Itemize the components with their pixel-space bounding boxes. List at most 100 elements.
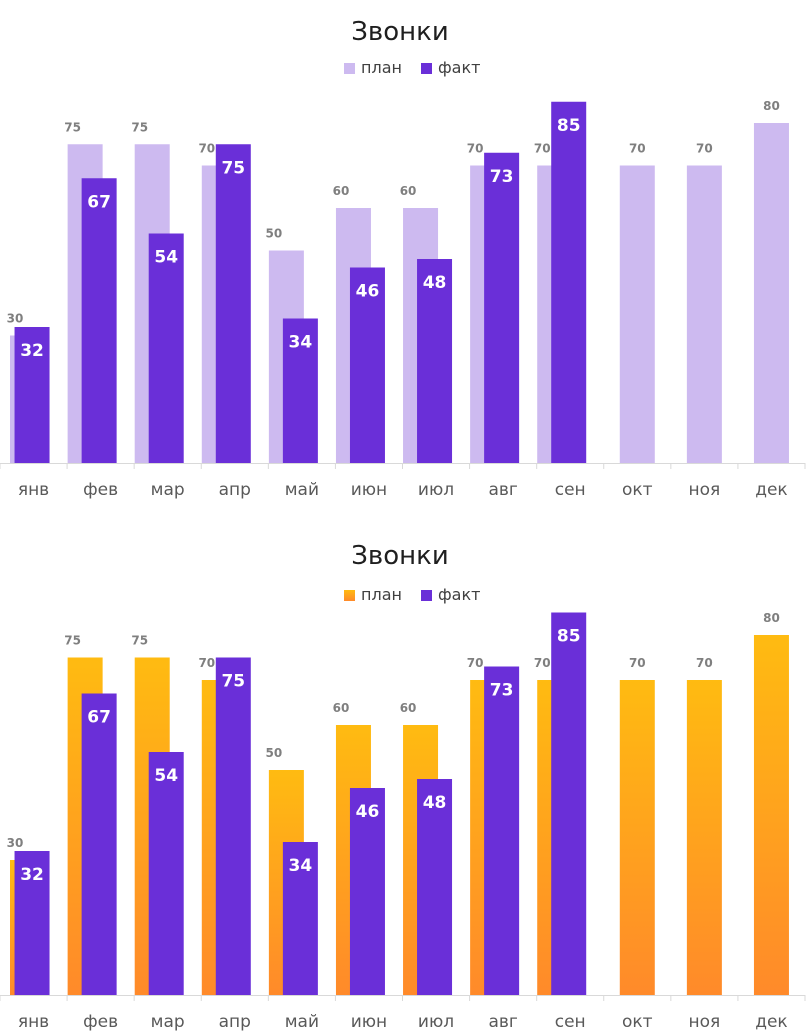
data-label-fact-мар: 54	[154, 766, 178, 786]
data-label-fact-фев: 67	[87, 708, 111, 728]
x-tick-label-окт: окт	[622, 1012, 653, 1032]
data-label-plan-апр: 70	[198, 656, 215, 670]
data-label-fact-янв: 32	[20, 865, 44, 885]
data-label-plan-сен: 70	[534, 142, 551, 156]
bar-fact-янв	[14, 327, 50, 463]
data-label-plan-окт: 70	[629, 142, 646, 156]
bar-plan-ноя	[686, 680, 722, 995]
x-tick-label-дек: дек	[755, 1012, 787, 1032]
legend-swatch-plan	[344, 590, 355, 601]
bar-fact-июн	[349, 267, 385, 463]
legend: план факт	[344, 585, 480, 604]
chart-bottom-svg: Звонки план факт 30 32 75 67 75 54 70 75 50 34 60 46 60…	[0, 541, 806, 1032]
bar-fact-май	[282, 318, 318, 463]
x-tick-label-апр: апр	[219, 480, 251, 500]
bar-plan-окт	[619, 165, 655, 463]
data-label-plan-июл: 60	[400, 184, 417, 198]
bar-fact-сен	[551, 101, 587, 463]
data-label-fact-мар: 54	[154, 248, 178, 268]
x-tick-label-окт: окт	[622, 480, 653, 500]
data-label-plan-июл: 60	[400, 701, 417, 715]
bar-fact-фев	[81, 178, 117, 463]
data-label-plan-фев: 75	[64, 120, 81, 134]
data-label-plan-янв: 30	[7, 836, 24, 850]
x-tick-label-мар: мар	[151, 1012, 185, 1032]
legend-swatch-fact	[421, 63, 432, 74]
data-label-plan-авг: 70	[467, 142, 484, 156]
bar-plan-дек	[753, 635, 789, 995]
x-tick-label-ноя: ноя	[689, 1012, 721, 1032]
data-label-plan-авг: 70	[467, 656, 484, 670]
legend-label-fact: факт	[438, 58, 480, 77]
data-label-plan-окт: 70	[629, 656, 646, 670]
bar-fact-фев	[81, 693, 117, 995]
bar-fact-июл	[417, 259, 453, 463]
chart-bottom: Звонки план факт 30 32 75 67 75 54 70 75 50 34 60 46 60…	[0, 530, 810, 1033]
chart-title: Звонки	[351, 541, 449, 571]
bar-fact-мар	[148, 233, 184, 463]
bar-fact-май	[282, 842, 318, 995]
x-tick-label-авг: авг	[488, 480, 517, 500]
bar-fact-авг	[484, 666, 520, 995]
data-label-plan-июн: 60	[333, 184, 350, 198]
x-tick-label-июл: июл	[418, 1012, 454, 1032]
data-label-plan-дек: 80	[763, 611, 780, 625]
x-tick-label-апр: апр	[219, 1012, 251, 1032]
bar-fact-авг	[484, 152, 520, 463]
x-tick-label-янв: янв	[18, 1012, 49, 1032]
data-label-fact-июл: 48	[423, 273, 447, 293]
chart-top: Звонки план факт 30 32 75 67 75 54 70 75 50 34 60 46 60…	[0, 17, 806, 500]
data-label-fact-апр: 75	[221, 158, 245, 178]
data-label-fact-май: 34	[289, 856, 313, 876]
data-label-plan-мар: 75	[131, 634, 148, 648]
legend-label-plan: план	[361, 58, 402, 77]
data-label-plan-дек: 80	[763, 99, 780, 113]
data-label-fact-июн: 46	[356, 282, 380, 302]
bar-fact-апр	[215, 657, 251, 995]
data-label-fact-сен: 85	[557, 627, 581, 647]
x-tick-label-июн: июн	[351, 480, 387, 500]
bar-plan-окт	[619, 680, 655, 995]
data-label-plan-фев: 75	[64, 634, 81, 648]
data-label-fact-авг: 73	[490, 167, 514, 187]
x-tick-label-фев: фев	[83, 1012, 118, 1032]
chart-title: Звонки	[351, 17, 449, 47]
bar-fact-мар	[148, 752, 184, 995]
x-tick-label-дек: дек	[755, 480, 787, 500]
data-label-plan-мар: 75	[131, 120, 148, 134]
data-label-fact-фев: 67	[87, 192, 111, 212]
data-label-fact-июл: 48	[423, 793, 447, 813]
data-label-plan-янв: 30	[7, 312, 24, 326]
data-label-plan-сен: 70	[534, 656, 551, 670]
x-tick-label-июн: июн	[351, 1012, 387, 1032]
legend-swatch-plan	[344, 63, 355, 74]
bar-plan-дек	[753, 123, 789, 463]
data-label-plan-май: 50	[266, 746, 283, 760]
data-label-fact-авг: 73	[490, 681, 514, 701]
data-label-plan-апр: 70	[198, 142, 215, 156]
data-label-fact-сен: 85	[557, 116, 581, 136]
x-tick-label-ноя: ноя	[689, 480, 721, 500]
chart-top-svg: Звонки план факт 30 32 75 67 75 54 70 75 50 34 60 46 60…	[0, 17, 806, 500]
bar-plan-ноя	[686, 165, 722, 463]
x-tick-label-сен: сен	[555, 1012, 586, 1032]
x-tick-label-июл: июл	[418, 480, 454, 500]
x-tick-label-янв: янв	[18, 480, 49, 500]
data-label-fact-июн: 46	[356, 802, 380, 822]
x-tick-label-май: май	[285, 1012, 319, 1032]
data-label-fact-янв: 32	[20, 341, 44, 361]
legend: план факт	[344, 58, 480, 77]
legend-label-plan: план	[361, 585, 402, 604]
bar-fact-янв	[14, 851, 50, 995]
bar-fact-апр	[215, 144, 251, 463]
bar-fact-июл	[417, 779, 453, 995]
x-tick-label-мар: мар	[151, 480, 185, 500]
x-tick-label-фев: фев	[83, 480, 118, 500]
data-label-plan-май: 50	[266, 227, 283, 241]
data-label-plan-ноя: 70	[696, 656, 713, 670]
x-tick-label-май: май	[285, 480, 319, 500]
data-label-fact-апр: 75	[221, 672, 245, 692]
legend-label-fact: факт	[438, 585, 480, 604]
legend-swatch-fact	[421, 590, 432, 601]
x-tick-label-авг: авг	[488, 1012, 517, 1032]
